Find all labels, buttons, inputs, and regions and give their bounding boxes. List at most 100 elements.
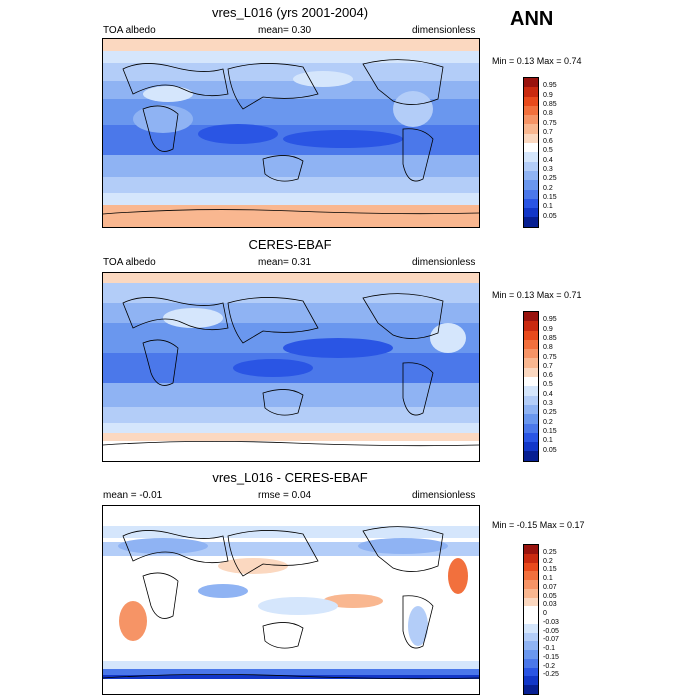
colorbar-swatch bbox=[524, 152, 538, 162]
colorbar-swatch bbox=[524, 170, 538, 181]
colorbar-swatch bbox=[524, 312, 538, 322]
panel2-title: CERES-EBAF bbox=[248, 237, 332, 252]
panel1-title: vres_L016 (yrs 2001-2004) bbox=[211, 5, 369, 20]
colorbar-swatch bbox=[524, 451, 538, 461]
panel3-map bbox=[102, 505, 480, 695]
colorbar-swatch bbox=[524, 545, 538, 554]
colorbar-tick-label: 0.5 bbox=[543, 147, 553, 155]
colorbar-tick-label: 0.7 bbox=[543, 128, 553, 136]
colorbar-tick-label: 0 bbox=[543, 610, 547, 617]
colorbar-tick-label: 0.75 bbox=[543, 353, 557, 361]
colorbar-swatch bbox=[524, 432, 538, 443]
panel2-mean-label: mean= 0.31 bbox=[258, 257, 312, 268]
colorbar-tick-label: 0.3 bbox=[543, 166, 553, 173]
colorbar-tick-label: 0.03 bbox=[543, 601, 557, 609]
panel1-units-label: dimensionless bbox=[412, 25, 476, 36]
panel2-colorbar bbox=[523, 311, 539, 462]
panel1-minmax: Min = 0.13 Max = 0.74 bbox=[492, 56, 582, 66]
colorbar-swatch bbox=[524, 414, 538, 424]
colorbar-swatch bbox=[524, 124, 538, 134]
colorbar-swatch bbox=[524, 676, 538, 685]
colorbar-swatch bbox=[524, 658, 538, 668]
panel3-mean-label: mean = -0.01 bbox=[103, 490, 163, 501]
colorbar-swatch bbox=[524, 96, 538, 106]
colorbar-tick-label: 0.5 bbox=[543, 381, 553, 389]
colorbar-swatch bbox=[524, 339, 538, 350]
panel2-map bbox=[102, 272, 480, 462]
colorbar-tick-label: -0.2 bbox=[543, 662, 556, 670]
colorbar-tick-label: 0.8 bbox=[543, 344, 553, 352]
colorbar-tick-label: 0.1 bbox=[543, 575, 553, 582]
colorbar-swatch bbox=[524, 161, 538, 171]
colorbar-tick-label: 0.95 bbox=[543, 316, 557, 324]
colorbar-swatch bbox=[524, 367, 538, 378]
season-label: ANN bbox=[510, 8, 554, 30]
panel1-map-field bbox=[103, 39, 479, 227]
colorbar-swatch bbox=[524, 606, 538, 615]
colorbar-swatch bbox=[524, 650, 538, 659]
colorbar-swatch bbox=[524, 562, 538, 572]
colorbar-tick-label: 0.25 bbox=[543, 409, 557, 417]
colorbar-swatch bbox=[524, 349, 538, 359]
colorbar-swatch bbox=[524, 685, 538, 694]
colorbar-tick-label: 0.6 bbox=[543, 138, 553, 146]
colorbar-tick-label: -0.03 bbox=[543, 618, 559, 626]
panel3-title: vres_L016 - CERES-EBAF bbox=[212, 470, 368, 485]
colorbar-swatch bbox=[524, 321, 538, 331]
colorbar-swatch bbox=[524, 358, 538, 368]
colorbar-tick-label: 0.95 bbox=[543, 82, 557, 90]
colorbar-tick-label: 0.1 bbox=[543, 437, 553, 445]
colorbar-swatch bbox=[524, 180, 538, 190]
colorbar-swatch bbox=[524, 632, 538, 642]
colorbar-tick-label: 0.05 bbox=[543, 592, 557, 600]
panel1-left-label: TOA albedo bbox=[103, 25, 156, 36]
colorbar-swatch bbox=[524, 442, 538, 452]
colorbar-tick-label: -0.15 bbox=[543, 653, 559, 661]
panel1-map bbox=[102, 38, 480, 228]
colorbar-swatch bbox=[524, 404, 538, 415]
colorbar-swatch bbox=[524, 330, 538, 340]
colorbar-tick-label: 0.25 bbox=[543, 175, 557, 183]
panel2-map-field bbox=[103, 273, 479, 461]
colorbar-tick-label: -0.25 bbox=[543, 671, 559, 679]
colorbar-swatch bbox=[524, 588, 538, 598]
colorbar-tick-label: 0.8 bbox=[543, 110, 553, 118]
colorbar-tick-label: 0.2 bbox=[543, 184, 553, 192]
colorbar-swatch bbox=[524, 377, 538, 387]
colorbar-swatch bbox=[524, 208, 538, 218]
colorbar-tick-label: 0.15 bbox=[543, 193, 557, 201]
colorbar-tick-label: 0.4 bbox=[543, 156, 553, 164]
panel3-minmax: Min = -0.15 Max = 0.17 bbox=[492, 520, 585, 530]
colorbar-swatch bbox=[524, 641, 538, 650]
panel1-mean-label: mean= 0.30 bbox=[258, 25, 312, 36]
colorbar-swatch bbox=[524, 395, 538, 405]
colorbar-tick-label: 0.6 bbox=[543, 372, 553, 380]
colorbar-swatch bbox=[524, 423, 538, 433]
colorbar-tick-label: 0.9 bbox=[543, 91, 553, 99]
panel3-units-label: dimensionless bbox=[412, 490, 476, 501]
colorbar-tick-label: 0.9 bbox=[543, 325, 553, 333]
panel3-rmse-label: rmse = 0.04 bbox=[258, 490, 312, 501]
colorbar-swatch bbox=[524, 133, 538, 144]
panel2-left-label: TOA albedo bbox=[103, 257, 156, 268]
colorbar-tick-label: 0.15 bbox=[543, 427, 557, 435]
colorbar-tick-label: -0.05 bbox=[543, 627, 559, 635]
colorbar-tick-label: 0.07 bbox=[543, 583, 557, 591]
colorbar-tick-label: 0.15 bbox=[543, 566, 557, 574]
colorbar-tick-label: 0.75 bbox=[543, 119, 557, 127]
panel3-colorbar bbox=[523, 544, 539, 695]
colorbar-swatch bbox=[524, 217, 538, 227]
colorbar-tick-label: 0.1 bbox=[543, 203, 553, 211]
colorbar-swatch bbox=[524, 623, 538, 633]
colorbar-tick-label: 0.4 bbox=[543, 390, 553, 398]
colorbar-swatch bbox=[524, 87, 538, 97]
colorbar-swatch bbox=[524, 571, 538, 580]
colorbar-tick-label: -0.1 bbox=[543, 645, 556, 652]
colorbar-swatch bbox=[524, 580, 538, 589]
colorbar-tick-label: 0.85 bbox=[543, 100, 557, 108]
colorbar-swatch bbox=[524, 198, 538, 209]
colorbar-tick-label: 0.2 bbox=[543, 557, 553, 565]
panel2-minmax: Min = 0.13 Max = 0.71 bbox=[492, 290, 582, 300]
colorbar-swatch bbox=[524, 615, 538, 624]
colorbar-tick-label: 0.2 bbox=[543, 418, 553, 426]
